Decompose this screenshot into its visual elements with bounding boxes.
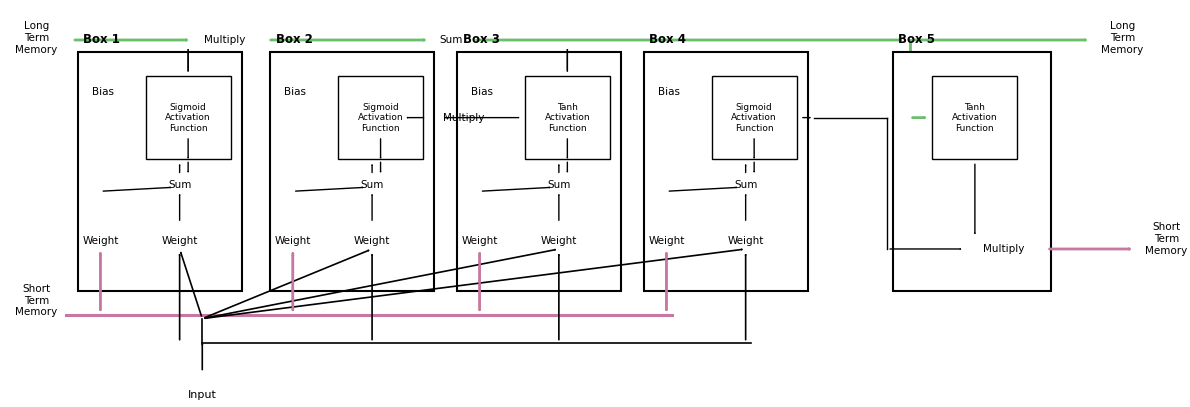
Text: Sigmoid
Activation
Function: Sigmoid Activation Function (732, 103, 777, 133)
Text: Sum: Sum (361, 180, 383, 190)
FancyBboxPatch shape (644, 52, 808, 291)
Text: Long
Term
Memory: Long Term Memory (1101, 22, 1144, 55)
Text: Sigmoid
Activation
Function: Sigmoid Activation Function (165, 103, 211, 133)
Text: Short
Term
Memory: Short Term Memory (15, 284, 58, 317)
Text: Box 2: Box 2 (276, 33, 313, 46)
FancyBboxPatch shape (77, 52, 242, 291)
Text: Box 5: Box 5 (898, 33, 935, 46)
Text: Weight: Weight (649, 236, 684, 246)
Text: Weight: Weight (82, 236, 119, 246)
Text: Short
Term
Memory: Short Term Memory (1145, 223, 1188, 256)
Text: Bias: Bias (658, 87, 679, 97)
Text: Bias: Bias (92, 87, 114, 97)
Text: Input: Input (188, 390, 217, 400)
Text: Tanh
Activation
Function: Tanh Activation Function (952, 103, 997, 133)
Text: Box 3: Box 3 (463, 33, 500, 46)
FancyBboxPatch shape (145, 76, 231, 160)
FancyBboxPatch shape (457, 52, 621, 291)
FancyBboxPatch shape (270, 52, 434, 291)
Text: Multiply: Multiply (444, 113, 484, 123)
Text: Weight: Weight (162, 236, 198, 246)
Text: Sum: Sum (734, 180, 757, 190)
Text: Weight: Weight (462, 236, 497, 246)
FancyBboxPatch shape (338, 76, 422, 160)
Text: Bias: Bias (471, 87, 493, 97)
Text: Weight: Weight (275, 236, 311, 246)
Text: Sum: Sum (547, 180, 570, 190)
Text: Weight: Weight (353, 236, 390, 246)
Text: Sum: Sum (439, 35, 463, 45)
Text: Weight: Weight (540, 236, 577, 246)
Text: Box 1: Box 1 (83, 33, 120, 46)
Text: Tanh
Activation
Function: Tanh Activation Function (545, 103, 590, 133)
FancyBboxPatch shape (712, 76, 796, 160)
Text: Multiply: Multiply (983, 244, 1025, 254)
FancyBboxPatch shape (892, 52, 1051, 291)
Text: Multiply: Multiply (205, 35, 245, 45)
Text: Long
Term
Memory: Long Term Memory (15, 22, 58, 55)
Text: Weight: Weight (727, 236, 764, 246)
Text: Sigmoid
Activation
Function: Sigmoid Activation Function (358, 103, 403, 133)
FancyBboxPatch shape (525, 76, 609, 160)
Text: Sum: Sum (168, 180, 192, 190)
FancyBboxPatch shape (933, 76, 1017, 160)
Text: Box 4: Box 4 (650, 33, 687, 46)
Text: Bias: Bias (284, 87, 306, 97)
